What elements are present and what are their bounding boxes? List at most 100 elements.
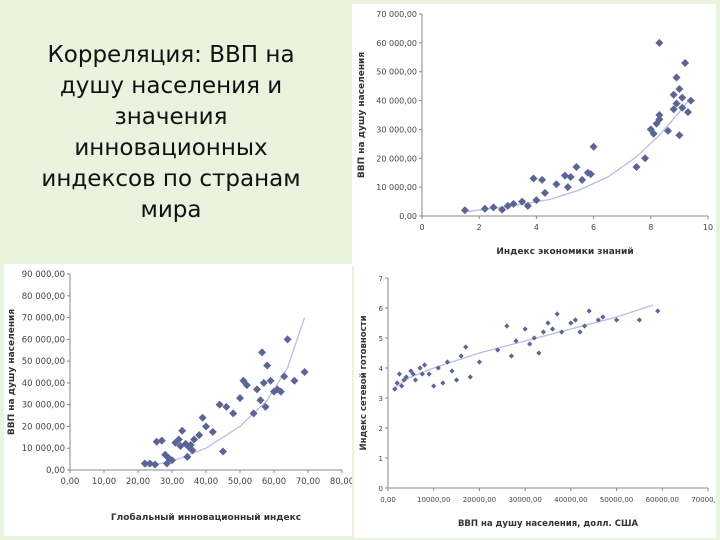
y-tick-label: 0,00	[399, 212, 417, 221]
data-point	[566, 173, 575, 182]
data-point	[655, 308, 661, 314]
data-point	[290, 376, 299, 385]
data-point	[266, 376, 275, 385]
y-axis-title: ВВП на душу населения	[357, 52, 367, 178]
data-point	[586, 308, 592, 314]
data-point	[559, 329, 565, 335]
y-tick-label: 6	[379, 305, 384, 313]
x-tick-label: 0,00	[61, 477, 80, 487]
data-point	[538, 175, 547, 184]
x-tick-label: 20000,00	[463, 496, 496, 504]
data-point	[641, 154, 650, 163]
y-tick-label: 20 000,00	[376, 154, 417, 163]
data-point	[522, 326, 528, 332]
y-tick-label: 60 000,00	[22, 335, 65, 345]
data-point	[683, 108, 692, 117]
data-point	[489, 203, 498, 212]
data-point	[652, 119, 661, 128]
data-point	[280, 372, 289, 381]
data-point	[632, 162, 641, 171]
y-tick-label: 0	[379, 485, 383, 493]
data-point	[545, 320, 551, 326]
data-point	[563, 183, 572, 192]
data-point	[655, 115, 664, 124]
data-point	[675, 85, 684, 94]
y-tick-label: 50 000,00	[376, 68, 417, 77]
x-tick-label: 80,00	[330, 477, 352, 487]
data-point	[273, 385, 282, 394]
x-tick-label: 2	[477, 223, 482, 232]
data-point	[600, 314, 606, 320]
data-point	[523, 201, 532, 210]
data-point	[554, 311, 560, 317]
data-point	[178, 426, 187, 435]
y-tick-label: 10 000,00	[376, 183, 417, 192]
chart-knowledge-economy-svg: 0,00 10 000,00 20 000,00 30 000,00 40 000,00…	[357, 10, 713, 257]
data-point	[259, 378, 268, 387]
data-point	[568, 320, 574, 326]
data-point	[663, 126, 672, 135]
data-point	[572, 317, 579, 323]
y-tick-label: 4	[379, 365, 384, 373]
data-point	[552, 180, 561, 189]
data-point	[463, 344, 469, 350]
data-point	[188, 446, 197, 455]
data-point	[495, 347, 501, 353]
data-point	[509, 199, 518, 208]
data-point	[531, 335, 537, 341]
data-point	[686, 96, 695, 105]
data-point	[421, 362, 428, 368]
data-point	[276, 387, 285, 396]
data-point	[589, 142, 598, 151]
x-axis-title: ВВП на душу населения, долл. США	[458, 519, 638, 529]
y-tick-label: 20 000,00	[22, 422, 65, 432]
chart-global-innovation-svg: 0,00 10 000,00 20 000,00 30 000,00 40 000,00…	[7, 270, 352, 523]
data-point	[449, 368, 455, 374]
slide-title-line: душу населения и	[59, 73, 283, 99]
data-point	[518, 197, 527, 206]
data-point	[513, 338, 519, 344]
y-tick-label: 80 000,00	[22, 292, 65, 302]
y-tick-label: 50 000,00	[22, 357, 65, 367]
x-tick-label: 0,00	[380, 496, 396, 504]
data-point	[208, 427, 217, 436]
x-tick-label: 60000,00	[646, 496, 679, 504]
data-point	[176, 442, 185, 451]
slide-title: Корреляция: ВВП на душу населения и знач…	[10, 40, 332, 226]
data-point	[174, 435, 183, 444]
y-tick-label: 60 000,00	[376, 39, 417, 48]
data-point	[444, 359, 451, 365]
data-point	[536, 350, 542, 356]
data-point	[508, 353, 515, 359]
data-point	[681, 59, 690, 68]
y-tick-label: 0,00	[46, 466, 65, 476]
data-point	[410, 371, 416, 377]
slide-title-line: Корреляция: ВВП на	[47, 42, 295, 68]
data-point	[572, 162, 581, 171]
data-point	[222, 402, 231, 411]
data-point	[229, 409, 238, 418]
data-point	[669, 105, 678, 114]
y-axis-title: ВВП на душу населения	[7, 309, 17, 435]
data-point	[151, 460, 159, 469]
y-tick-label: 1	[379, 455, 383, 463]
x-tick-label: 50,00	[228, 477, 252, 487]
data-point	[613, 317, 620, 323]
data-point	[256, 396, 265, 405]
data-point	[540, 329, 547, 335]
y-tick-label: 2	[379, 425, 383, 433]
data-point	[168, 456, 176, 465]
data-point	[140, 459, 149, 468]
data-point	[190, 435, 199, 444]
y-tick-label: 70 000,00	[22, 314, 65, 324]
y-tick-label: 90 000,00	[22, 270, 65, 280]
data-point	[540, 188, 549, 197]
data-point	[678, 103, 687, 112]
data-point	[672, 73, 681, 82]
data-point	[529, 174, 538, 183]
data-point	[458, 353, 464, 359]
x-tick-label: 10,00	[92, 477, 116, 487]
data-point	[419, 371, 425, 377]
data-point	[636, 317, 643, 323]
y-axis-title: Индекс сетевой готовности	[359, 315, 369, 450]
